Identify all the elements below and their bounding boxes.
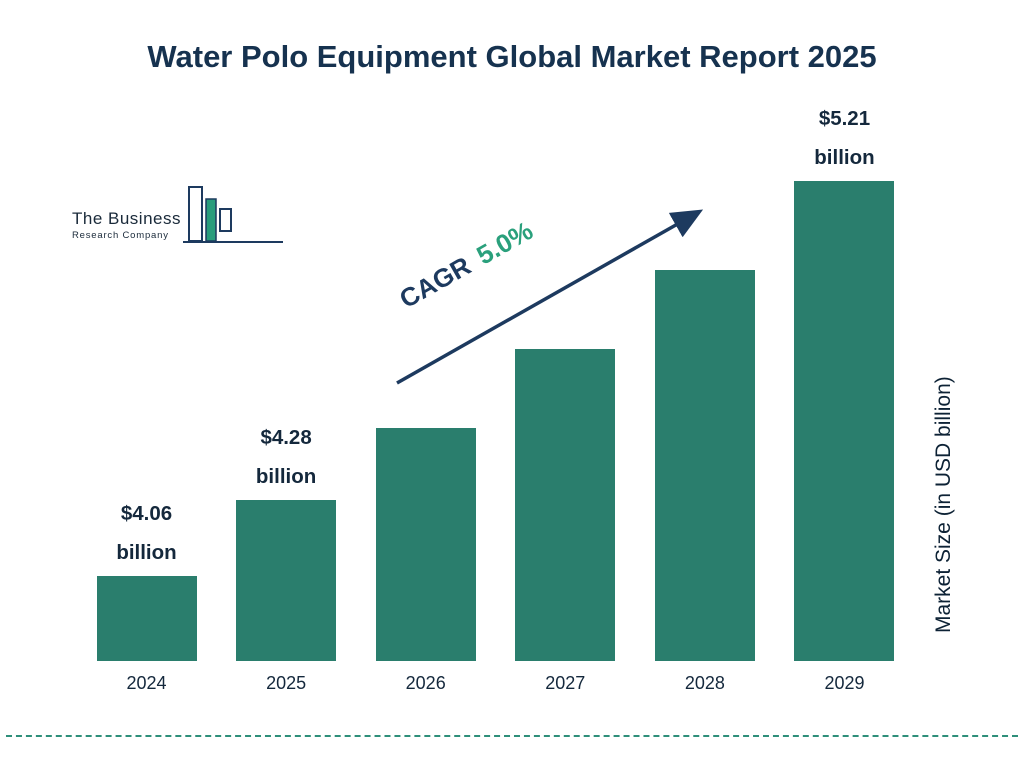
x-tick-label-2027: 2027 — [545, 673, 586, 693]
x-tick-label-2026: 2026 — [405, 673, 446, 693]
page-title-text: Water Polo Equipment Global Market Repor… — [147, 39, 877, 74]
bar-column-2026: 2026 — [357, 100, 494, 695]
bar-column-2029: $5.21 billion 2029 — [776, 100, 913, 695]
bar-2028 — [654, 270, 755, 661]
bar-2024 — [96, 576, 197, 661]
logo-line1: The Business — [72, 209, 181, 228]
bar-column-2028: 2028 — [636, 100, 773, 695]
x-tick-label-2028: 2028 — [684, 673, 725, 693]
value-label-2024: $4.06 billion — [116, 502, 177, 565]
logo-line2: Research Company — [72, 230, 169, 241]
bar-2026 — [375, 428, 476, 661]
bar-2025 — [236, 500, 337, 661]
bar-column-2027: 2027 — [497, 100, 634, 695]
value-label-2029: $5.21 billion — [814, 107, 875, 170]
logo-bars-icon — [183, 186, 283, 243]
bar-2029 — [794, 181, 895, 661]
bar-2027 — [515, 349, 616, 661]
x-tick-label-2029: 2029 — [824, 673, 865, 693]
company-logo-text: The Business Research Company — [72, 209, 181, 247]
x-tick-label-2025: 2025 — [266, 673, 307, 693]
bar-column-2024: $4.06 billion 2024 — [78, 100, 215, 695]
y-axis-title: Market Size (in USD billion) — [932, 376, 955, 633]
value-label-2025: $4.28 billion — [255, 426, 317, 489]
bar-column-2025: $4.28 billion 2025 — [218, 100, 355, 695]
page-title: Water Polo Equipment Global Market Repor… — [0, 34, 1024, 81]
company-logo: The Business Research Company — [72, 185, 283, 247]
x-tick-label-2024: 2024 — [126, 673, 167, 693]
bar-chart: $4.06 billion 2024 $4.28 billion 2025 2026 20… — [78, 100, 913, 695]
bottom-dashed-divider — [6, 735, 1018, 737]
